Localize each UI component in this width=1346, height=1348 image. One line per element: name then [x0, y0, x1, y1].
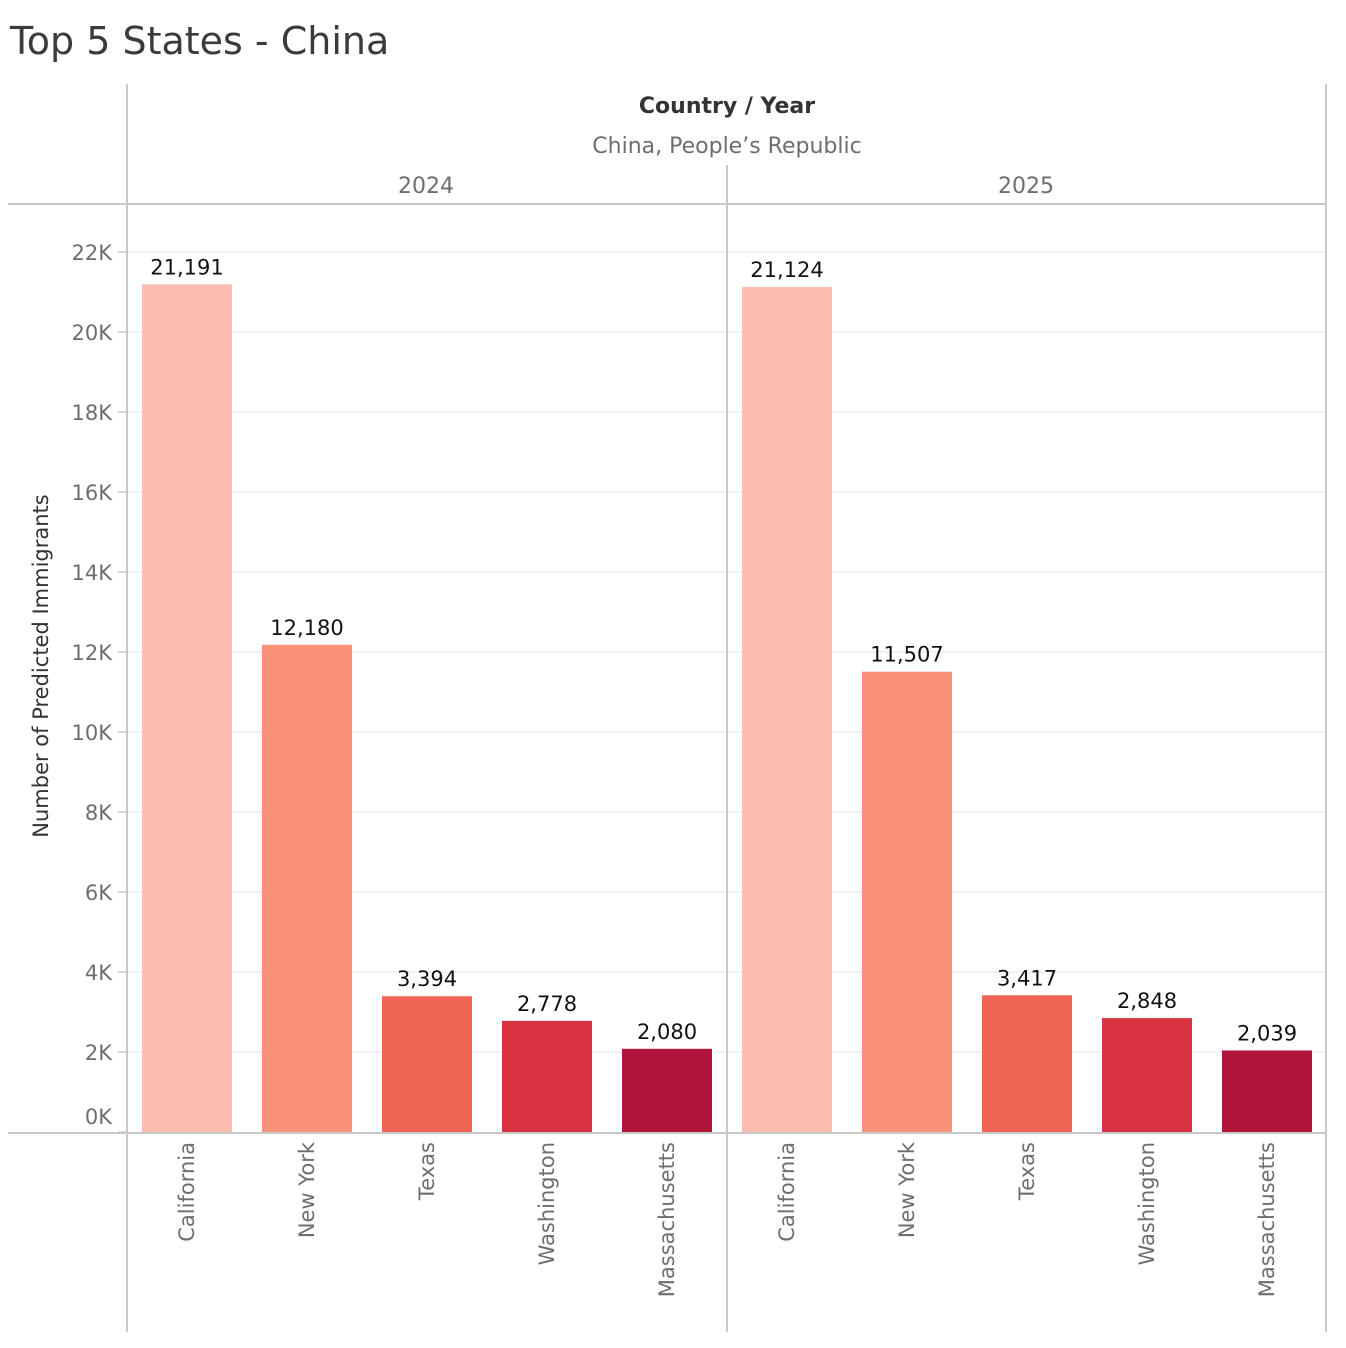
y-tick-label: 22K [72, 241, 114, 265]
bar-2024-new-york[interactable] [262, 644, 352, 1132]
header-country: China, People’s Republic [592, 134, 861, 159]
category-label: California [775, 1142, 799, 1242]
header-title: Country / Year [639, 94, 815, 119]
category-label: Washington [1135, 1142, 1159, 1265]
category-label: New York [295, 1141, 319, 1238]
data-label: 2,080 [637, 1020, 697, 1044]
category-label: Texas [1015, 1142, 1039, 1201]
y-tick-label: 18K [72, 401, 114, 425]
data-label: 2,039 [1237, 1021, 1297, 1045]
bar-2024-washington[interactable] [502, 1020, 592, 1132]
data-labels: 21,191 12,180 3,394 2,778 2,080 21,124 11,507 3… [150, 255, 1297, 1045]
y-tick-label: 6K [85, 881, 113, 905]
category-label: Massachusetts [1255, 1142, 1279, 1297]
y-tick-label: 4K [85, 961, 113, 985]
plot-frame [8, 204, 1327, 1332]
bar-2025-new-york[interactable] [862, 671, 952, 1132]
category-label: Massachusetts [655, 1142, 679, 1297]
y-tick-label: 16K [72, 481, 114, 505]
y-axis-ticks: 0K 2K 4K 6K 8K 10K 12K 14K 16K 18K 20K 22K [72, 241, 127, 1133]
bar-2024-massachusetts[interactable] [622, 1048, 712, 1132]
bar-2024-texas[interactable] [382, 996, 472, 1132]
category-label: California [175, 1142, 199, 1242]
category-labels: California New York Texas Washington Massach… [175, 1141, 1279, 1297]
data-label: 21,191 [150, 255, 223, 279]
y-tick-label: 14K [72, 561, 114, 585]
category-label: New York [895, 1141, 919, 1238]
y-axis-label: Number of Predicted Immigrants [29, 494, 53, 837]
bar-2025-washington[interactable] [1102, 1018, 1192, 1132]
chart-title: Top 5 States - China [9, 19, 389, 63]
bar-2025-texas[interactable] [982, 995, 1072, 1132]
category-label: Washington [535, 1142, 559, 1265]
header-frame [8, 84, 1327, 205]
data-label: 3,394 [397, 967, 457, 991]
data-label: 11,507 [870, 643, 943, 667]
y-tick-label: 12K [72, 641, 114, 665]
y-tick-label: 8K [85, 801, 113, 825]
y-tick-label: 20K [72, 321, 114, 345]
header-year-2025: 2025 [998, 174, 1054, 199]
header-year-2024: 2024 [398, 174, 454, 199]
data-label: 2,848 [1117, 989, 1177, 1013]
bar-2024-california[interactable] [142, 284, 232, 1132]
data-label: 12,180 [270, 616, 343, 640]
y-tick-label: 10K [72, 721, 114, 745]
y-tick-label: 0K [85, 1105, 113, 1129]
category-label: Texas [415, 1142, 439, 1201]
y-tick-label: 2K [85, 1041, 113, 1065]
bars [142, 284, 1312, 1132]
data-label: 3,417 [997, 966, 1057, 990]
bar-2025-massachusetts[interactable] [1222, 1050, 1312, 1132]
data-label: 2,778 [517, 992, 577, 1016]
data-label: 21,124 [750, 258, 823, 282]
bar-2025-california[interactable] [742, 287, 832, 1132]
